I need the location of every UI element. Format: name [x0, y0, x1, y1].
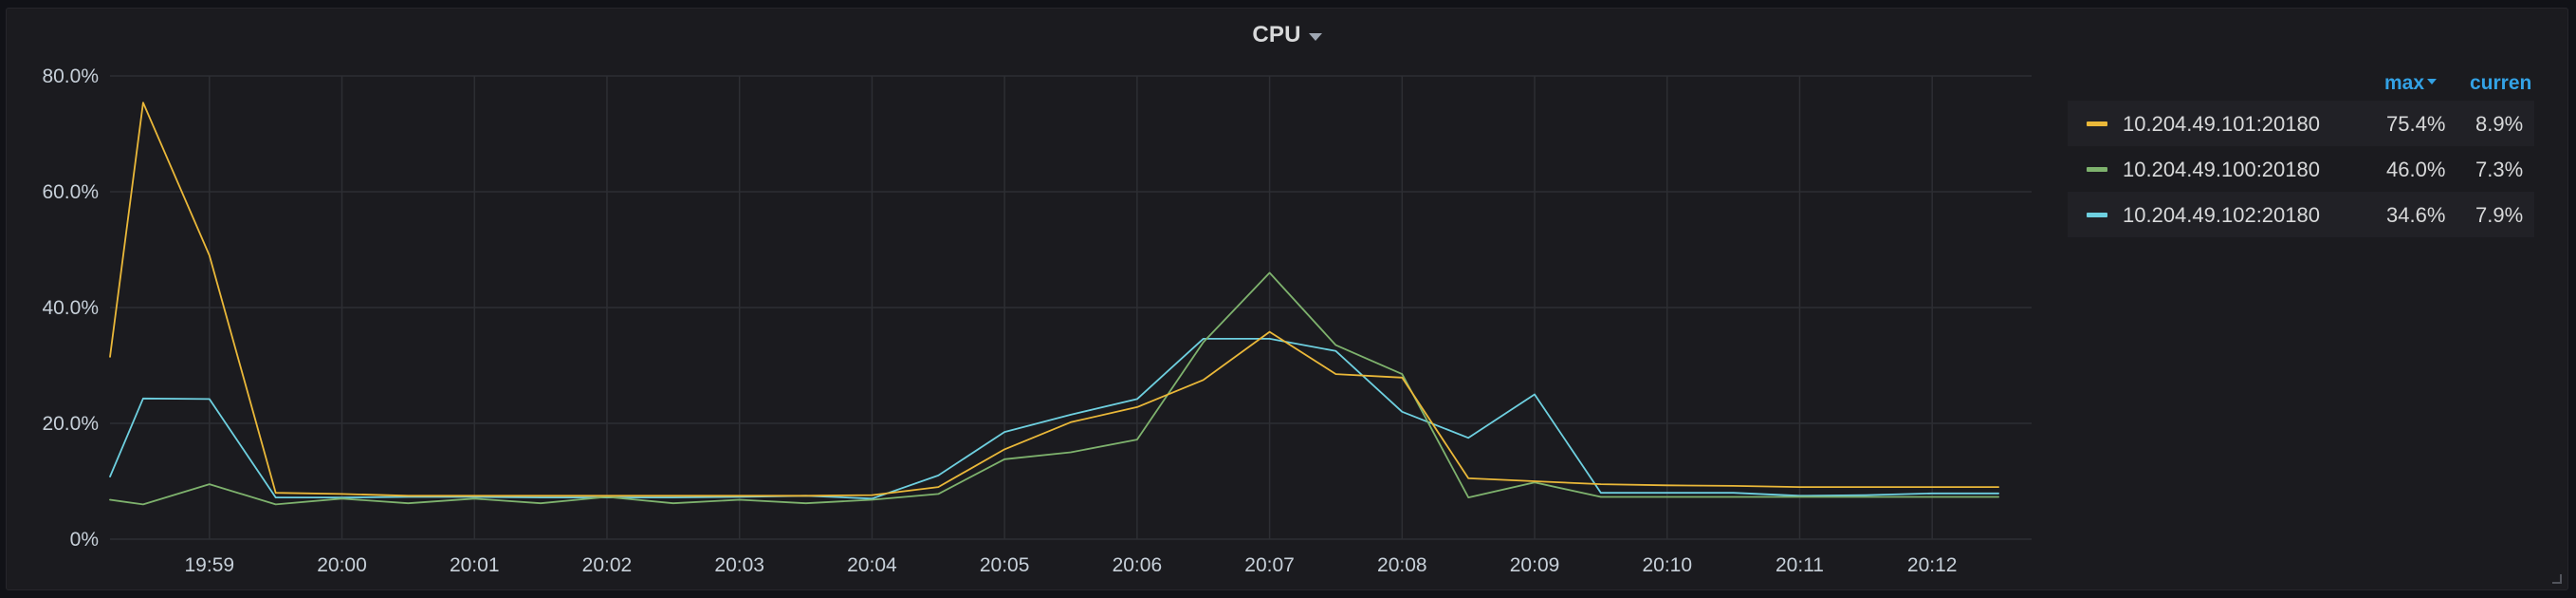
x-tick-label: 20:00	[317, 554, 367, 576]
legend-swatch-100[interactable]	[2087, 167, 2107, 172]
legend-series-name[interactable]: 10.204.49.100:20180	[2123, 158, 2320, 181]
y-tick-label: 60.0%	[42, 181, 99, 203]
x-tick-label: 20:11	[1776, 554, 1824, 576]
x-tick-label: 20:07	[1244, 554, 1295, 576]
x-tick-label: 19:59	[185, 554, 235, 576]
legend-header: max curren	[2068, 66, 2534, 101]
legend-col-max[interactable]: max	[2384, 72, 2438, 95]
panel-header: CPU	[7, 22, 2567, 60]
x-tick-label: 20:10	[1642, 554, 1692, 576]
resize-handle-icon[interactable]	[2552, 574, 2562, 584]
sort-desc-icon	[2427, 79, 2438, 85]
x-tick-label: 20:06	[1113, 554, 1163, 576]
legend-series-max: 46.0%	[2386, 158, 2446, 181]
legend-item[interactable]: 10.204.49.101:20180 75.4% 8.9%	[2068, 101, 2534, 146]
legend-series-name[interactable]: 10.204.49.101:20180	[2123, 112, 2320, 136]
legend-swatch-102[interactable]	[2087, 213, 2107, 217]
caret-down-icon[interactable]	[1308, 32, 1322, 41]
panel-title: CPU	[1252, 22, 1301, 47]
panel-title-menu[interactable]: CPU	[1252, 22, 1322, 48]
y-tick-label: 20.0%	[42, 413, 99, 435]
x-tick-label: 20:08	[1377, 554, 1427, 576]
y-tick-label: 80.0%	[42, 65, 99, 87]
series-line[interactable]	[109, 102, 2000, 497]
legend-series-max: 34.6%	[2386, 203, 2446, 227]
legend-series-max: 75.4%	[2386, 112, 2446, 136]
legend-item[interactable]: 10.204.49.100:20180 46.0% 7.3%	[2068, 146, 2534, 192]
x-tick-label: 20:05	[980, 554, 1030, 576]
legend-col-current[interactable]: curren	[2470, 72, 2532, 94]
legend: max curren 10.204.49.101:20180 75.4% 8.9…	[2068, 66, 2534, 247]
x-tick-label: 20:09	[1510, 554, 1560, 576]
x-tick-label: 20:12	[1907, 554, 1958, 576]
x-tick-label: 20:03	[714, 554, 764, 576]
x-tick-label: 20:04	[847, 554, 897, 576]
series-line[interactable]	[109, 337, 2000, 500]
x-tick-label: 20:02	[582, 554, 633, 576]
x-tick-label: 20:01	[450, 554, 500, 576]
legend-series-current: 8.9%	[2475, 112, 2524, 136]
legend-series-current: 7.3%	[2475, 158, 2524, 181]
legend-series-name[interactable]: 10.204.49.102:20180	[2123, 203, 2320, 227]
legend-series-current: 7.9%	[2475, 203, 2524, 227]
series-line[interactable]	[109, 271, 2000, 506]
legend-item[interactable]: 10.204.49.102:20180 34.6% 7.9%	[2068, 192, 2534, 237]
y-tick-label: 0%	[70, 529, 99, 551]
legend-swatch-101[interactable]	[2087, 121, 2107, 126]
y-tick-label: 40.0%	[42, 297, 99, 319]
